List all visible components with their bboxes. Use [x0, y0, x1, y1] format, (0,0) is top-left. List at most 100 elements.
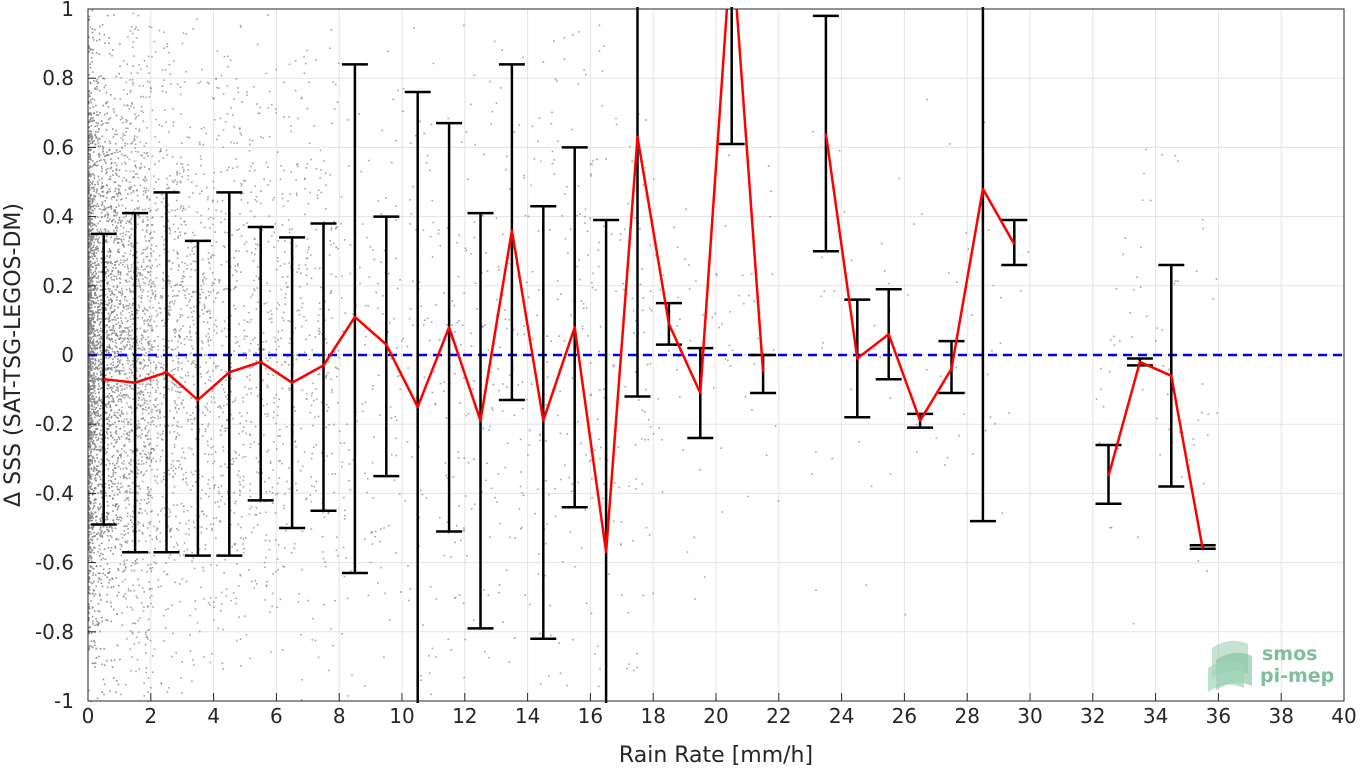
scatter-point [117, 507, 119, 509]
scatter-point [88, 581, 90, 583]
scatter-point [170, 83, 172, 85]
scatter-point [140, 166, 143, 168]
scatter-point [121, 448, 123, 450]
scatter-point [116, 644, 119, 647]
scatter-point [136, 251, 139, 253]
scatter-point [141, 274, 144, 276]
scatter-point [104, 350, 107, 352]
scatter-point [187, 420, 190, 423]
scatter-point [145, 425, 148, 427]
scatter-point [89, 474, 91, 477]
scatter-point [151, 588, 153, 590]
scatter-point [88, 374, 90, 377]
scatter-point [114, 545, 116, 548]
scatter-point [174, 179, 177, 182]
scatter-point [120, 519, 122, 522]
scatter-point [89, 436, 91, 439]
scatter-point [91, 459, 94, 461]
scatter-point [128, 240, 130, 243]
scatter-point [117, 193, 120, 195]
scatter-point [126, 344, 128, 347]
scatter-point [107, 428, 110, 430]
scatter-point [159, 392, 162, 395]
scatter-point [230, 366, 232, 368]
scatter-point [185, 471, 187, 474]
scatter-point [92, 235, 95, 237]
scatter-point [119, 324, 121, 327]
scatter-point [118, 277, 121, 279]
scatter-point [188, 338, 191, 341]
scatter-point [145, 231, 148, 233]
scatter-point [102, 191, 104, 193]
scatter-point [205, 361, 207, 364]
scatter-point [129, 30, 132, 32]
scatter-point [185, 533, 187, 535]
scatter-point [113, 325, 115, 328]
scatter-point [219, 520, 222, 523]
scatter-point [111, 319, 113, 321]
scatter-point [93, 413, 96, 415]
scatter-point [183, 505, 185, 507]
scatter-point [182, 289, 185, 291]
scatter-point [113, 439, 116, 441]
scatter-point [120, 259, 122, 262]
scatter-point [93, 478, 96, 480]
scatter-point [99, 400, 102, 402]
scatter-point [93, 580, 95, 583]
scatter-point [222, 146, 225, 149]
scatter-point [90, 551, 93, 554]
scatter-point [169, 554, 172, 556]
scatter-point [100, 462, 103, 465]
scatter-point [192, 231, 194, 234]
scatter-point [146, 403, 149, 405]
scatter-point [95, 122, 98, 124]
scatter-point [100, 371, 102, 374]
scatter-point [155, 389, 157, 392]
scatter-point [116, 518, 118, 520]
scatter-point [95, 424, 97, 427]
scatter-point [89, 514, 92, 517]
scatter-point [101, 374, 104, 377]
scatter-point [100, 532, 102, 535]
scatter-point [109, 367, 111, 370]
scatter-point [130, 290, 133, 293]
scatter-point [96, 190, 98, 192]
scatter-point [97, 275, 100, 278]
scatter-point [127, 305, 130, 307]
scatter-point [124, 567, 127, 569]
scatter-point [106, 417, 108, 419]
scatter-point [110, 158, 112, 160]
scatter-point [92, 328, 95, 331]
scatter-point [119, 302, 122, 304]
scatter-point [88, 572, 90, 575]
scatter-point [91, 28, 94, 30]
scatter-point [106, 535, 109, 537]
scatter-point [244, 335, 246, 337]
scatter-point [119, 362, 121, 364]
scatter-point [119, 300, 122, 302]
scatter-point [169, 301, 171, 304]
scatter-point [119, 118, 122, 121]
scatter-point [146, 266, 148, 268]
scatter-point [177, 367, 180, 369]
scatter-point [179, 234, 182, 236]
scatter-point [107, 505, 109, 507]
scatter-point [90, 218, 92, 220]
scatter-point [88, 245, 90, 248]
scatter-point [116, 613, 118, 615]
scatter-point [119, 317, 122, 319]
scatter-point [99, 594, 101, 597]
scatter-point [180, 284, 182, 286]
scatter-point [88, 234, 90, 236]
scatter-point [89, 424, 92, 427]
scatter-point [95, 422, 97, 425]
scatter-point [114, 231, 117, 234]
scatter-point [126, 341, 129, 343]
scatter-point [127, 496, 130, 499]
scatter-point [218, 506, 220, 508]
scatter-point [108, 140, 111, 143]
scatter-point [115, 275, 118, 278]
scatter-point [176, 283, 179, 286]
scatter-point [89, 240, 91, 243]
scatter-point [109, 690, 111, 692]
